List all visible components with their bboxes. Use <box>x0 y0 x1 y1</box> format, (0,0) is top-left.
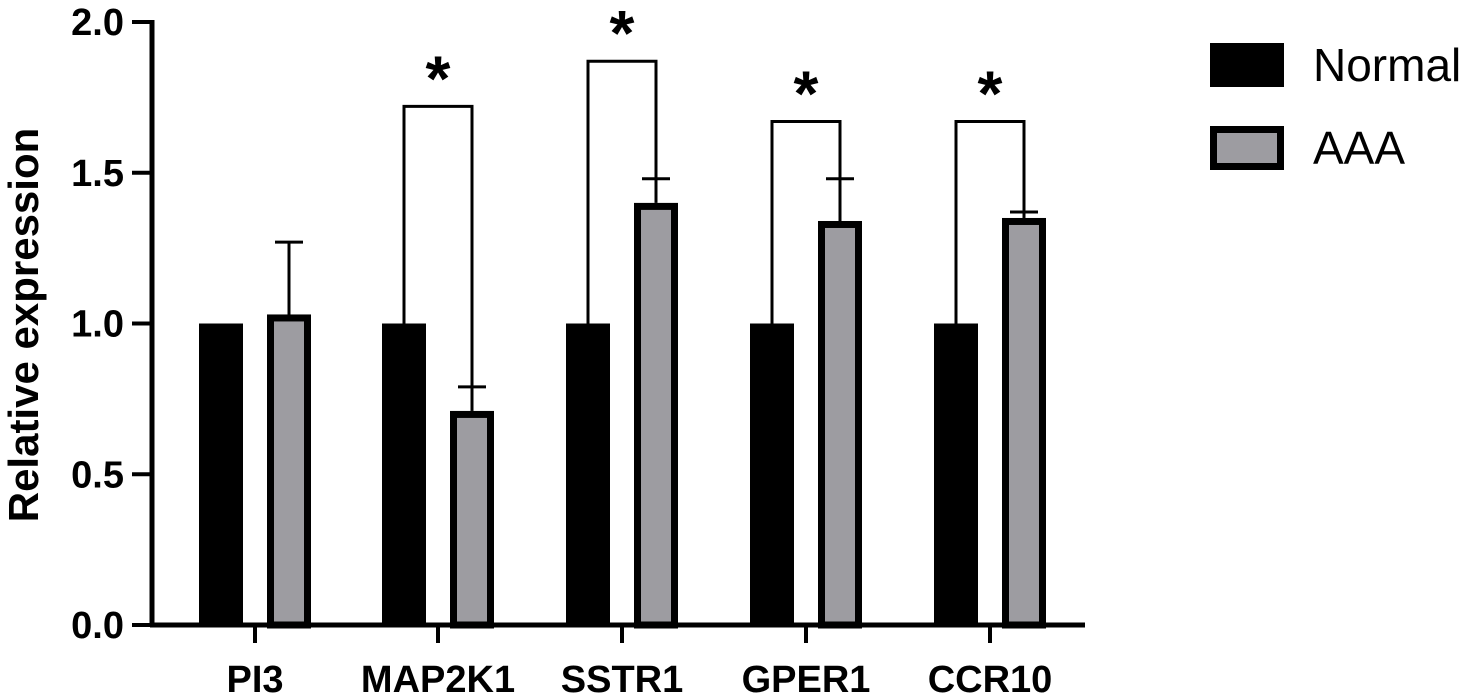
significance-annotations: * * * * <box>402 0 1026 387</box>
bar-aaa-ccr10 <box>1002 217 1046 629</box>
bar-aaa-map2k1 <box>450 410 494 629</box>
significance-bracket-ccr10 <box>954 119 1026 324</box>
y-tick-label-2.0: 2.0 <box>71 2 124 44</box>
significance-star-map2k1: * <box>426 42 451 114</box>
legend-label-normal: Normal <box>1313 39 1461 91</box>
y-axis-title: Relative expression <box>0 128 47 523</box>
y-axis-ticks: 0.0 0.5 1.0 1.5 2.0 <box>71 2 152 647</box>
bar-aaa-gper1 <box>818 220 862 629</box>
legend-label-aaa: AAA <box>1313 122 1405 174</box>
x-tick-label-gper1: GPER1 <box>742 659 871 700</box>
x-tick-label-sstr1: SSTR1 <box>561 659 683 700</box>
x-tick-label-ccr10: CCR10 <box>928 659 1053 700</box>
significance-star-ccr10: * <box>978 57 1003 129</box>
bar-normal-map2k1 <box>382 323 426 625</box>
significance-bracket-sstr1 <box>586 59 658 324</box>
significance-star-sstr1: * <box>610 0 635 69</box>
bar-normal-ccr10 <box>934 323 978 625</box>
x-tick-label-map2k1: MAP2K1 <box>361 659 515 700</box>
y-tick-label-1.0: 1.0 <box>71 304 124 346</box>
legend-swatch-normal <box>1210 43 1284 87</box>
x-axis-labels: PI3 MAP2K1 SSTR1 GPER1 CCR10 <box>226 659 1052 700</box>
significance-bracket-map2k1 <box>402 104 474 387</box>
axes <box>149 20 1085 643</box>
y-axis-title-group: Relative expression <box>0 128 47 523</box>
bar-aaa-pi3 <box>267 314 311 629</box>
bar-normal-sstr1 <box>566 323 610 625</box>
bars <box>199 202 1046 629</box>
legend-swatch-aaa <box>1210 126 1284 170</box>
significance-bracket-gper1 <box>770 119 842 324</box>
y-tick-label-0.5: 0.5 <box>71 454 124 496</box>
legend: Normal AAA <box>1210 39 1461 174</box>
bar-aaa-sstr1 <box>634 202 678 629</box>
bar-normal-pi3 <box>199 323 243 625</box>
y-tick-label-1.5: 1.5 <box>71 153 124 195</box>
x-tick-label-pi3: PI3 <box>226 659 283 700</box>
bar-normal-gper1 <box>750 323 794 625</box>
y-tick-label-0.0: 0.0 <box>71 605 124 647</box>
significance-star-gper1: * <box>794 57 819 129</box>
